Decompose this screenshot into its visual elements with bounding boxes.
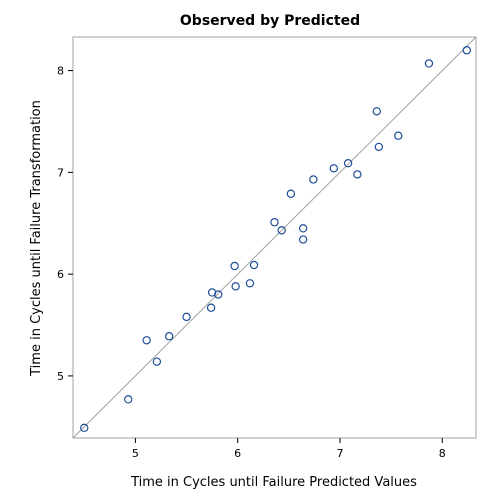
- data-point: [182, 312, 191, 322]
- data-point: [353, 170, 362, 179]
- y-tick-label: 5: [57, 370, 64, 383]
- x-tick-label: 7: [336, 447, 343, 460]
- x-tick-label: 8: [439, 447, 446, 460]
- data-point: [124, 395, 133, 404]
- data-point: [214, 290, 223, 299]
- data-point: [142, 336, 151, 345]
- x-tick-label: 6: [234, 447, 241, 460]
- y-tick-label: 8: [57, 65, 64, 78]
- data-point: [277, 226, 286, 235]
- data-point: [80, 423, 89, 433]
- data-point: [343, 159, 353, 168]
- data-point: [424, 59, 434, 68]
- data-point: [329, 164, 339, 173]
- data-point: [206, 303, 216, 312]
- reference-line: [72, 36, 477, 439]
- data-point: [374, 142, 384, 152]
- y-tick-label: 6: [57, 268, 64, 281]
- data-point: [298, 224, 308, 233]
- data-points: [80, 46, 471, 433]
- data-point: [230, 261, 239, 271]
- data-point: [298, 235, 308, 244]
- data-point: [270, 218, 279, 227]
- chart-title: Observed by Predicted: [180, 13, 360, 29]
- data-point: [462, 46, 471, 55]
- y-axis-label: Time in Cycles until Failure Transformat…: [29, 100, 44, 377]
- data-point: [152, 357, 162, 366]
- data-point: [245, 279, 255, 288]
- data-point: [164, 332, 174, 341]
- data-point: [394, 131, 403, 140]
- data-point: [309, 175, 318, 184]
- plot-area: [72, 36, 477, 439]
- data-point: [286, 189, 296, 198]
- data-point: [249, 260, 259, 270]
- data-point: [231, 282, 240, 291]
- y-tick-label: 7: [57, 166, 64, 179]
- x-tick-label: 5: [132, 447, 139, 460]
- x-axis-label: Time in Cycles until Failure Predicted V…: [130, 475, 417, 490]
- data-point: [372, 107, 381, 116]
- y-axis: 5 6 7 8: [57, 65, 73, 383]
- x-axis: 5 6 7 8: [132, 438, 446, 460]
- plot-frame: [72, 36, 477, 439]
